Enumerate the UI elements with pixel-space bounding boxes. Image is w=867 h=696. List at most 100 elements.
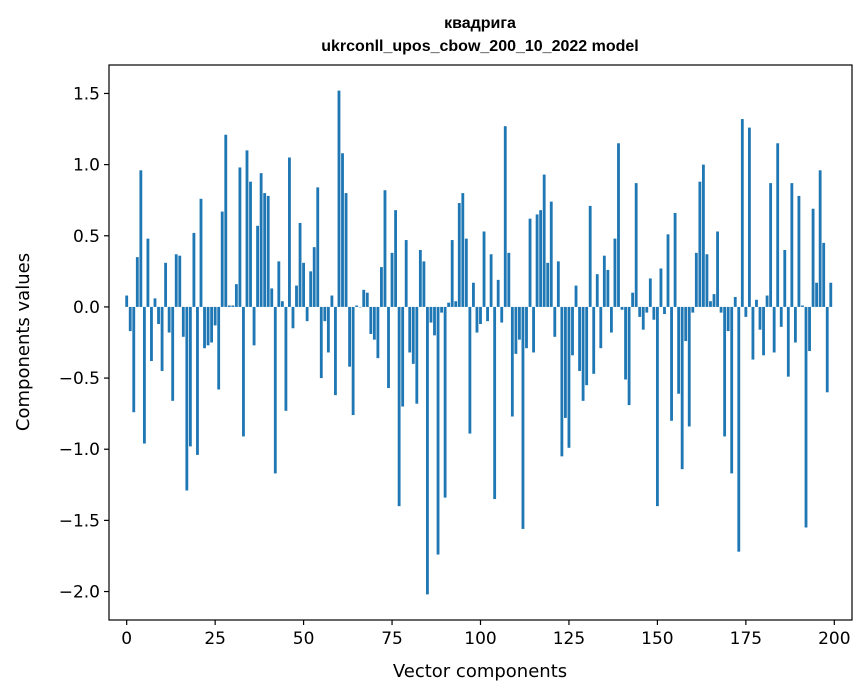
y-tick-label: 0.0 <box>73 298 100 318</box>
y-tick-label: −2.0 <box>59 583 100 603</box>
bar-178 <box>755 299 758 307</box>
bar-118 <box>542 174 546 307</box>
bar-39 <box>263 193 267 307</box>
bar-93 <box>454 301 458 307</box>
bar-85 <box>426 306 429 595</box>
bar-111 <box>518 306 521 340</box>
bar-133 <box>595 274 599 307</box>
bar-163 <box>701 164 705 307</box>
bar-131 <box>588 205 592 307</box>
bar-159 <box>687 306 691 427</box>
bar-41 <box>270 288 274 307</box>
bar-26 <box>217 306 221 390</box>
bar-181 <box>765 295 769 307</box>
bar-43 <box>277 261 281 307</box>
bar-47 <box>291 306 295 329</box>
y-axis-ticks: 1.5 1.0 0.5 0.0 −0.5 −1.0 −1.5 −2.0 <box>59 84 109 603</box>
bar-36 <box>252 306 256 346</box>
bar-51 <box>305 306 309 322</box>
bar-123 <box>560 306 564 457</box>
bar-69 <box>369 306 373 334</box>
bar-81 <box>411 306 415 364</box>
bar-154 <box>670 306 673 421</box>
bar-190 <box>797 195 801 307</box>
bar-151 <box>659 268 663 307</box>
bar-155 <box>673 213 677 307</box>
bar-86 <box>429 306 433 323</box>
bar-164 <box>705 254 709 307</box>
bar-137 <box>609 306 613 333</box>
bar-147 <box>645 306 649 313</box>
bar-10 <box>160 306 164 371</box>
bar-177 <box>751 306 755 360</box>
bar-55 <box>319 306 323 379</box>
bar-33 <box>242 306 245 437</box>
bar-143 <box>631 292 635 307</box>
bar-172 <box>733 296 737 307</box>
bar-157 <box>680 306 684 470</box>
bar-65 <box>355 305 359 307</box>
bar-114 <box>528 218 532 307</box>
bar-132 <box>592 306 596 374</box>
bar-148 <box>648 278 652 307</box>
bar-23 <box>206 306 210 346</box>
bar-189 <box>793 306 797 343</box>
bar-158 <box>684 306 688 342</box>
bar-96 <box>464 238 468 307</box>
bar-34 <box>245 150 249 307</box>
bar-20 <box>196 306 199 455</box>
bar-120 <box>549 201 553 307</box>
bar-104 <box>493 306 497 500</box>
bar-87 <box>433 306 436 336</box>
x-tick-label: 75 <box>381 629 403 649</box>
y-tick-label: 0.5 <box>73 227 100 247</box>
bar-14 <box>174 254 178 307</box>
bar-0 <box>125 295 129 307</box>
bar-series <box>125 90 833 595</box>
y-tick-label: 1.0 <box>73 156 100 176</box>
bar-199 <box>829 282 833 307</box>
bar-195 <box>815 282 819 307</box>
bar-59 <box>334 306 337 396</box>
x-tick-label: 125 <box>553 629 585 649</box>
bar-54 <box>316 187 320 307</box>
bar-89 <box>440 306 443 313</box>
bar-50 <box>302 262 306 307</box>
bar-49 <box>298 222 302 307</box>
bar-129 <box>581 306 585 401</box>
bar-45 <box>284 306 288 411</box>
x-axis-ticks: 0 25 50 75 100 125 150 175 200 <box>121 620 851 649</box>
bar-35 <box>249 181 252 307</box>
bar-136 <box>606 269 610 307</box>
bar-198 <box>825 306 829 393</box>
bar-17 <box>185 306 189 491</box>
bar-28 <box>224 134 228 307</box>
bar-32 <box>238 167 242 307</box>
y-tick-label: −0.5 <box>59 369 100 389</box>
bar-44 <box>280 301 284 307</box>
bar-162 <box>698 181 702 307</box>
bar-100 <box>479 306 482 324</box>
bar-156 <box>677 306 681 394</box>
bar-29 <box>227 305 231 307</box>
bar-171 <box>730 306 734 474</box>
bar-2 <box>132 306 136 413</box>
bar-112 <box>521 306 525 529</box>
bar-138 <box>613 238 617 307</box>
bar-174 <box>740 119 744 307</box>
bar-149 <box>652 306 656 320</box>
bar-127 <box>574 285 578 307</box>
bar-150 <box>655 306 659 507</box>
bar-122 <box>556 261 560 307</box>
bar-62 <box>344 193 348 307</box>
x-tick-label: 175 <box>730 629 762 649</box>
bar-134 <box>599 306 603 349</box>
bar-103 <box>489 254 493 307</box>
bar-30 <box>231 305 235 307</box>
bar-37 <box>256 225 260 307</box>
bar-196 <box>818 170 822 307</box>
bar-99 <box>475 306 479 333</box>
bar-8 <box>153 298 157 307</box>
bar-106 <box>500 306 504 323</box>
